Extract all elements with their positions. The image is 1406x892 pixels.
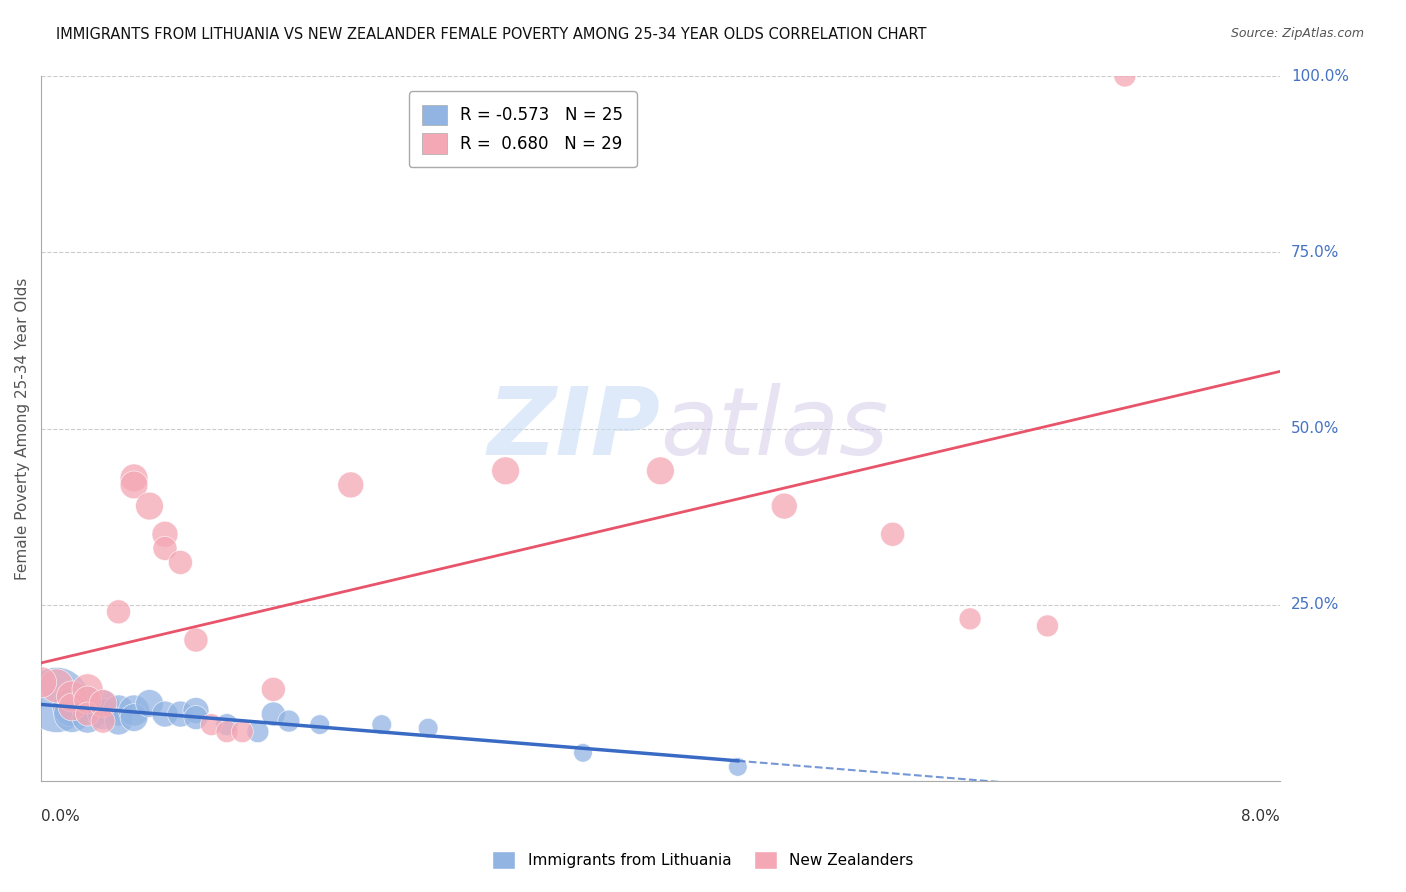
Point <box>1114 69 1136 83</box>
Point <box>107 704 129 718</box>
Point <box>122 478 145 492</box>
Text: 8.0%: 8.0% <box>1241 809 1279 824</box>
Text: 100.0%: 100.0% <box>1291 69 1348 84</box>
Point <box>91 706 114 721</box>
Point <box>169 706 191 721</box>
Point <box>418 721 440 735</box>
Point <box>215 724 238 739</box>
Point <box>122 710 145 724</box>
Point <box>339 478 361 492</box>
Point <box>169 556 191 570</box>
Text: 50.0%: 50.0% <box>1291 421 1339 436</box>
Text: 75.0%: 75.0% <box>1291 244 1339 260</box>
Point <box>60 706 83 721</box>
Point <box>650 464 672 478</box>
Point <box>1036 619 1059 633</box>
Point <box>76 706 98 721</box>
Point <box>262 706 284 721</box>
Point <box>76 693 98 707</box>
Point <box>231 724 253 739</box>
Point <box>76 682 98 697</box>
Text: atlas: atlas <box>661 383 889 474</box>
Point <box>153 541 176 556</box>
Point <box>153 706 176 721</box>
Point <box>727 760 749 774</box>
Point <box>773 499 796 513</box>
Point <box>153 527 176 541</box>
Point <box>277 714 299 728</box>
Y-axis label: Female Poverty Among 25-34 Year Olds: Female Poverty Among 25-34 Year Olds <box>15 277 30 580</box>
Point <box>60 690 83 704</box>
Point <box>246 724 269 739</box>
Point <box>122 704 145 718</box>
Text: IMMIGRANTS FROM LITHUANIA VS NEW ZEALANDER FEMALE POVERTY AMONG 25-34 YEAR OLDS : IMMIGRANTS FROM LITHUANIA VS NEW ZEALAND… <box>56 27 927 42</box>
Point <box>882 527 904 541</box>
Text: ZIP: ZIP <box>488 383 661 475</box>
Point <box>76 697 98 711</box>
Point <box>215 717 238 731</box>
Point <box>91 714 114 728</box>
Point <box>76 710 98 724</box>
Point <box>45 679 67 693</box>
Point <box>91 700 114 714</box>
Point <box>107 605 129 619</box>
Point <box>107 714 129 728</box>
Point <box>370 717 392 731</box>
Point <box>959 612 981 626</box>
Point <box>138 697 160 711</box>
Point <box>122 471 145 485</box>
Legend: R = -0.573   N = 25, R =  0.680   N = 29: R = -0.573 N = 25, R = 0.680 N = 29 <box>409 91 637 167</box>
Point <box>60 700 83 714</box>
Point <box>262 682 284 697</box>
Point <box>184 704 207 718</box>
Point <box>91 697 114 711</box>
Point <box>200 717 222 731</box>
Legend: Immigrants from Lithuania, New Zealanders: Immigrants from Lithuania, New Zealander… <box>486 845 920 875</box>
Point <box>138 499 160 513</box>
Point <box>495 464 517 478</box>
Point <box>308 717 330 731</box>
Text: 0.0%: 0.0% <box>41 809 80 824</box>
Text: 25.0%: 25.0% <box>1291 598 1339 612</box>
Text: Source: ZipAtlas.com: Source: ZipAtlas.com <box>1230 27 1364 40</box>
Point <box>184 632 207 647</box>
Point <box>572 746 595 760</box>
Point <box>184 710 207 724</box>
Point <box>60 700 83 714</box>
Point <box>30 675 52 690</box>
Point <box>45 693 67 707</box>
